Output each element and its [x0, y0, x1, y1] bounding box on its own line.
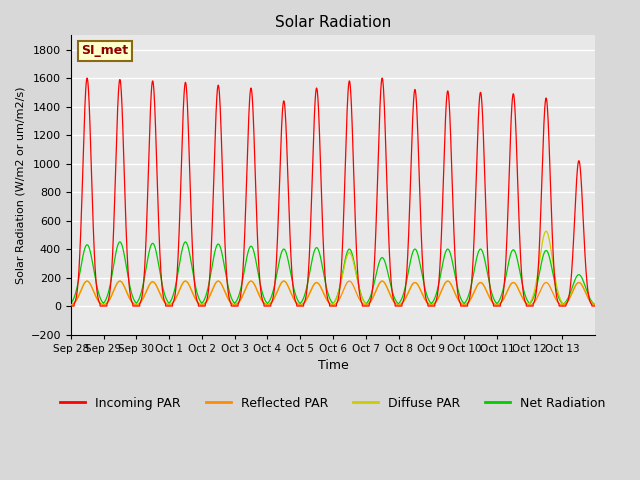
Legend: Incoming PAR, Reflected PAR, Diffuse PAR, Net Radiation: Incoming PAR, Reflected PAR, Diffuse PAR…: [55, 392, 611, 415]
Title: Solar Radiation: Solar Radiation: [275, 15, 391, 30]
X-axis label: Time: Time: [317, 359, 348, 372]
Text: SI_met: SI_met: [81, 44, 129, 57]
Y-axis label: Solar Radiation (W/m2 or um/m2/s): Solar Radiation (W/m2 or um/m2/s): [15, 86, 25, 284]
